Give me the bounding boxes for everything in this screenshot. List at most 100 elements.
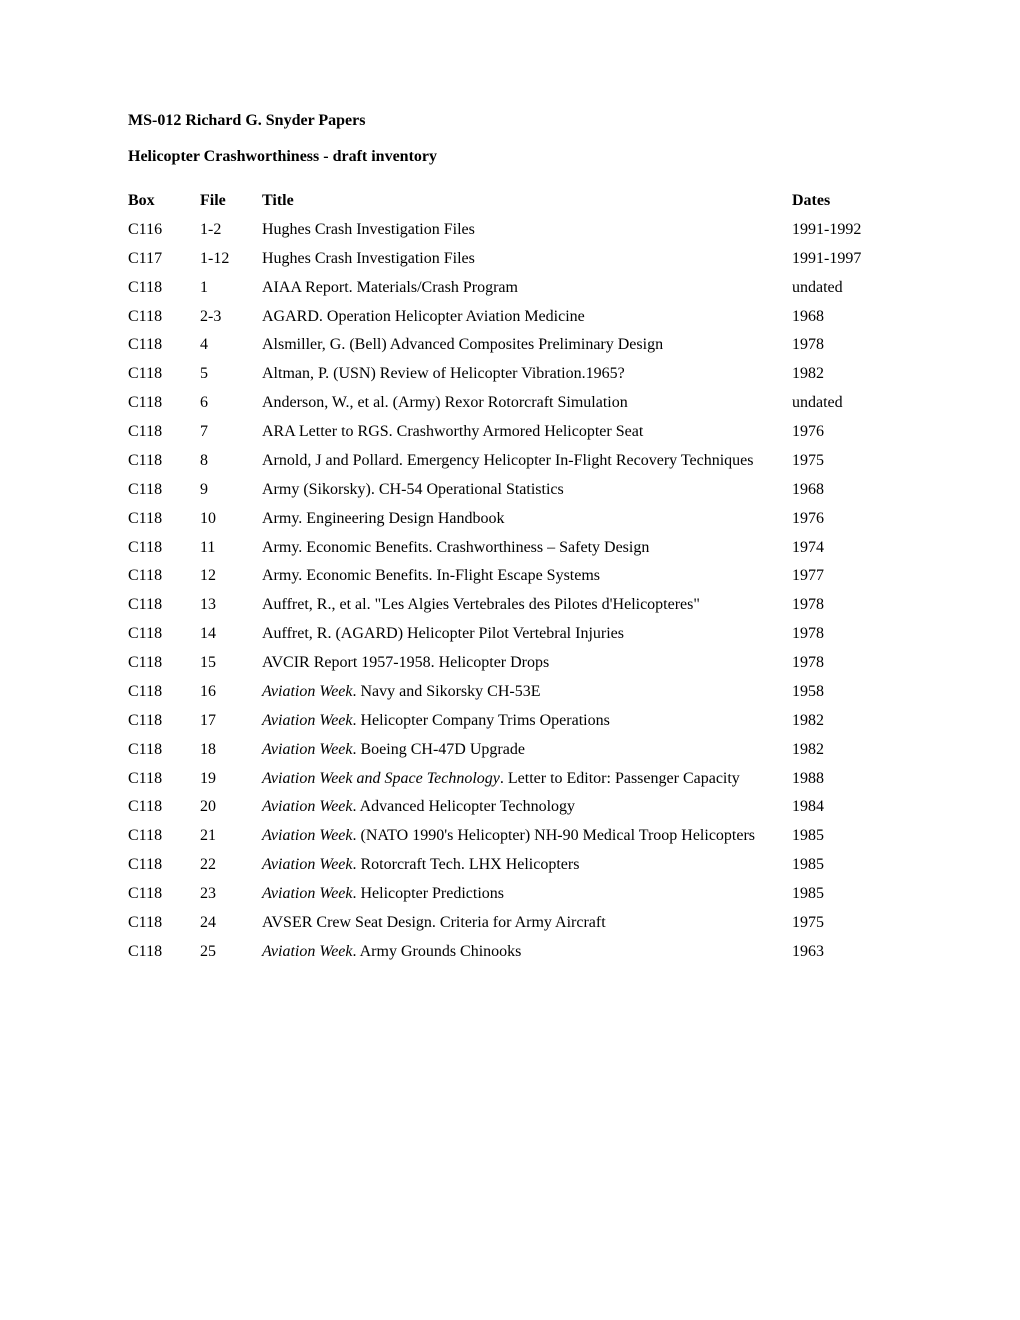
cell-file: 18 bbox=[200, 741, 262, 770]
cell-title: Auffret, R., et al. "Les Algies Vertebra… bbox=[262, 596, 792, 625]
cell-file: 21 bbox=[200, 827, 262, 856]
cell-dates: 1985 bbox=[792, 856, 892, 885]
table-row: C1184Alsmiller, G. (Bell) Advanced Compo… bbox=[128, 336, 892, 365]
cell-box: C117 bbox=[128, 250, 200, 279]
cell-title: Arnold, J and Pollard. Emergency Helicop… bbox=[262, 452, 792, 481]
col-header-file: File bbox=[200, 192, 262, 221]
cell-file: 8 bbox=[200, 452, 262, 481]
cell-file: 10 bbox=[200, 510, 262, 539]
cell-file: 17 bbox=[200, 712, 262, 741]
cell-title: Altman, P. (USN) Review of Helicopter Vi… bbox=[262, 365, 792, 394]
cell-title: AIAA Report. Materials/Crash Program bbox=[262, 279, 792, 308]
table-row: C11816Aviation Week. Navy and Sikorsky C… bbox=[128, 683, 892, 712]
cell-dates: 1975 bbox=[792, 914, 892, 943]
cell-file: 7 bbox=[200, 423, 262, 452]
cell-dates: 1978 bbox=[792, 596, 892, 625]
cell-dates: 1963 bbox=[792, 943, 892, 972]
cell-file: 15 bbox=[200, 654, 262, 683]
cell-file: 9 bbox=[200, 481, 262, 510]
cell-title: Aviation Week. Rotorcraft Tech. LHX Heli… bbox=[262, 856, 792, 885]
table-row: C1189Army (Sikorsky). CH-54 Operational … bbox=[128, 481, 892, 510]
inventory-table: Box File Title Dates C1161-2Hughes Crash… bbox=[128, 192, 892, 972]
table-row: C11811Army. Economic Benefits. Crashwort… bbox=[128, 539, 892, 568]
table-row: C11814Auffret, R. (AGARD) Helicopter Pil… bbox=[128, 625, 892, 654]
cell-title: ARA Letter to RGS. Crashworthy Armored H… bbox=[262, 423, 792, 452]
cell-dates: 1976 bbox=[792, 423, 892, 452]
cell-box: C118 bbox=[128, 885, 200, 914]
cell-box: C118 bbox=[128, 481, 200, 510]
cell-box: C118 bbox=[128, 539, 200, 568]
table-row: C1171-12Hughes Crash Investigation Files… bbox=[128, 250, 892, 279]
cell-box: C118 bbox=[128, 452, 200, 481]
cell-file: 5 bbox=[200, 365, 262, 394]
cell-box: C118 bbox=[128, 683, 200, 712]
cell-file: 16 bbox=[200, 683, 262, 712]
cell-dates: 1958 bbox=[792, 683, 892, 712]
table-row: C11817Aviation Week. Helicopter Company … bbox=[128, 712, 892, 741]
cell-title: Army. Engineering Design Handbook bbox=[262, 510, 792, 539]
cell-dates: undated bbox=[792, 394, 892, 423]
cell-box: C118 bbox=[128, 423, 200, 452]
cell-box: C118 bbox=[128, 567, 200, 596]
table-row: C11813Auffret, R., et al. "Les Algies Ve… bbox=[128, 596, 892, 625]
cell-box: C118 bbox=[128, 798, 200, 827]
cell-dates: 1976 bbox=[792, 510, 892, 539]
cell-file: 11 bbox=[200, 539, 262, 568]
cell-file: 22 bbox=[200, 856, 262, 885]
page: MS-012 Richard G. Snyder Papers Helicopt… bbox=[0, 0, 1020, 972]
cell-box: C118 bbox=[128, 510, 200, 539]
cell-box: C118 bbox=[128, 365, 200, 394]
cell-file: 19 bbox=[200, 770, 262, 799]
cell-title: Aviation Week. Advanced Helicopter Techn… bbox=[262, 798, 792, 827]
table-row: C1188Arnold, J and Pollard. Emergency He… bbox=[128, 452, 892, 481]
cell-box: C118 bbox=[128, 741, 200, 770]
cell-box: C118 bbox=[128, 279, 200, 308]
cell-file: 6 bbox=[200, 394, 262, 423]
cell-dates: 1974 bbox=[792, 539, 892, 568]
cell-title: Army. Economic Benefits. Crashworthiness… bbox=[262, 539, 792, 568]
table-row: C11820Aviation Week. Advanced Helicopter… bbox=[128, 798, 892, 827]
table-row: C1185Altman, P. (USN) Review of Helicopt… bbox=[128, 365, 892, 394]
table-row: C11822Aviation Week. Rotorcraft Tech. LH… bbox=[128, 856, 892, 885]
cell-title: Army (Sikorsky). CH-54 Operational Stati… bbox=[262, 481, 792, 510]
cell-file: 1 bbox=[200, 279, 262, 308]
cell-box: C118 bbox=[128, 625, 200, 654]
cell-title: Aviation Week. Boeing CH-47D Upgrade bbox=[262, 741, 792, 770]
document-subheading: Helicopter Crashworthiness - draft inven… bbox=[128, 148, 892, 166]
cell-title: Aviation Week. Helicopter Predictions bbox=[262, 885, 792, 914]
table-row: C1161-2Hughes Crash Investigation Files1… bbox=[128, 221, 892, 250]
cell-file: 20 bbox=[200, 798, 262, 827]
cell-dates: 1982 bbox=[792, 741, 892, 770]
cell-dates: 1984 bbox=[792, 798, 892, 827]
cell-dates: 1985 bbox=[792, 827, 892, 856]
cell-file: 1-2 bbox=[200, 221, 262, 250]
cell-dates: 1982 bbox=[792, 712, 892, 741]
cell-file: 13 bbox=[200, 596, 262, 625]
table-row: C11824AVSER Crew Seat Design. Criteria f… bbox=[128, 914, 892, 943]
cell-file: 25 bbox=[200, 943, 262, 972]
table-row: C11825Aviation Week. Army Grounds Chinoo… bbox=[128, 943, 892, 972]
table-row: C1186Anderson, W., et al. (Army) Rexor R… bbox=[128, 394, 892, 423]
cell-dates: 1977 bbox=[792, 567, 892, 596]
table-row: C11818Aviation Week. Boeing CH-47D Upgra… bbox=[128, 741, 892, 770]
cell-title: Auffret, R. (AGARD) Helicopter Pilot Ver… bbox=[262, 625, 792, 654]
cell-file: 2-3 bbox=[200, 308, 262, 337]
table-header-row: Box File Title Dates bbox=[128, 192, 892, 221]
cell-title: Hughes Crash Investigation Files bbox=[262, 221, 792, 250]
cell-file: 23 bbox=[200, 885, 262, 914]
cell-dates: 1978 bbox=[792, 336, 892, 365]
cell-box: C118 bbox=[128, 394, 200, 423]
cell-title: Army. Economic Benefits. In-Flight Escap… bbox=[262, 567, 792, 596]
cell-box: C118 bbox=[128, 770, 200, 799]
table-row: C11810Army. Engineering Design Handbook1… bbox=[128, 510, 892, 539]
table-row: C11815AVCIR Report 1957-1958. Helicopter… bbox=[128, 654, 892, 683]
cell-box: C118 bbox=[128, 654, 200, 683]
table-row: C1182-3AGARD. Operation Helicopter Aviat… bbox=[128, 308, 892, 337]
cell-dates: undated bbox=[792, 279, 892, 308]
cell-box: C118 bbox=[128, 943, 200, 972]
cell-title: Aviation Week. (NATO 1990's Helicopter) … bbox=[262, 827, 792, 856]
col-header-box: Box bbox=[128, 192, 200, 221]
cell-file: 24 bbox=[200, 914, 262, 943]
document-heading: MS-012 Richard G. Snyder Papers bbox=[128, 112, 892, 130]
table-row: C11819Aviation Week and Space Technology… bbox=[128, 770, 892, 799]
